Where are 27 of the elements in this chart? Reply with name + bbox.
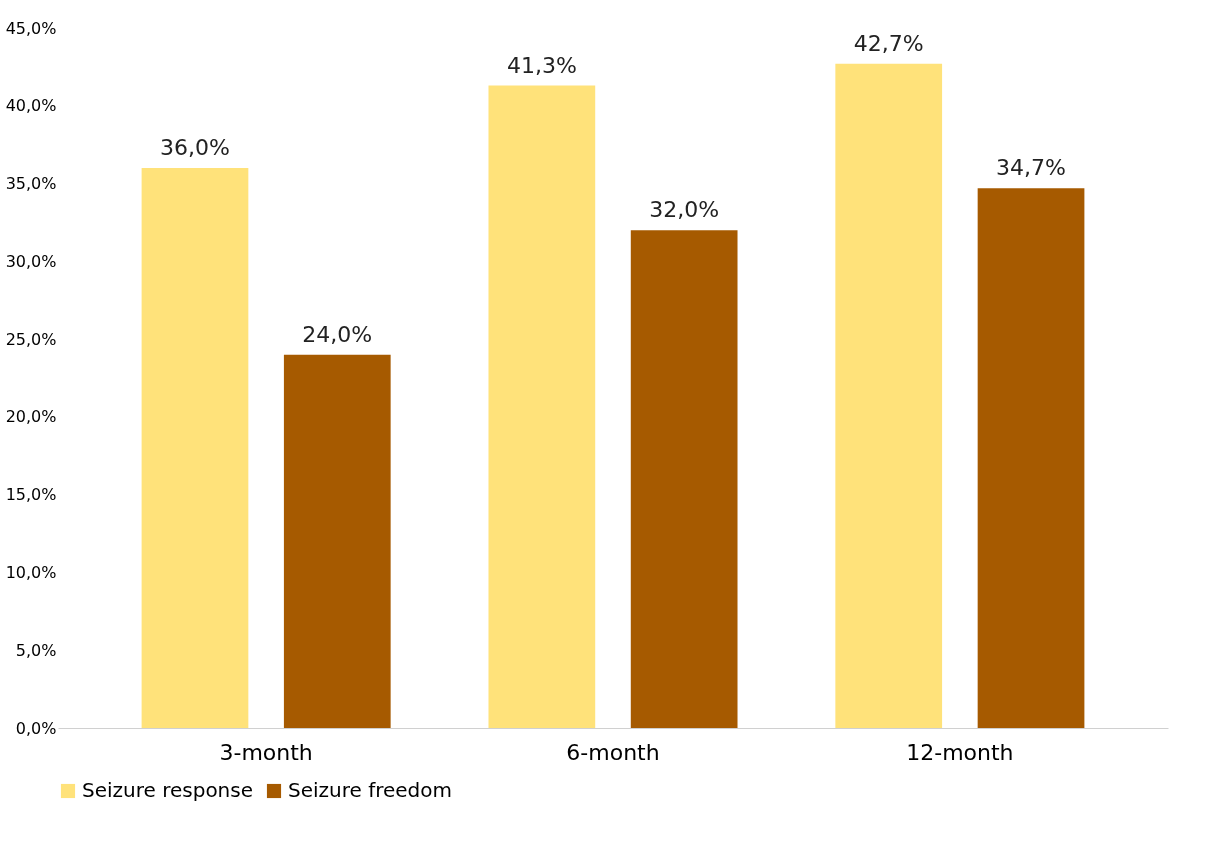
y-tick-label: 20,0% xyxy=(5,407,57,427)
bar xyxy=(835,63,943,728)
bar xyxy=(283,354,391,728)
y-tick-label: 0,0% xyxy=(15,718,57,738)
legend-label: Seizure response xyxy=(82,778,254,802)
y-tick-label: 25,0% xyxy=(5,329,57,349)
x-tick-label: 3-month xyxy=(219,739,313,765)
bar xyxy=(141,168,249,728)
bar xyxy=(630,230,738,728)
data-label: 36,0% xyxy=(160,135,230,160)
data-label: 34,7% xyxy=(996,155,1066,181)
data-label: 24,0% xyxy=(302,321,373,347)
x-tick-label: 6-month xyxy=(566,739,660,765)
data-label: 32,0% xyxy=(649,197,720,223)
legend-label: Seizure freedom xyxy=(288,778,453,802)
data-label: 42,7% xyxy=(853,30,924,56)
y-tick-label: 40,0% xyxy=(5,96,57,116)
y-tick-label: 15,0% xyxy=(5,485,57,505)
bar xyxy=(977,188,1085,728)
y-tick-label: 5,0% xyxy=(15,640,57,660)
y-tick-label: 35,0% xyxy=(5,174,57,194)
y-tick-label: 30,0% xyxy=(5,251,57,271)
bar xyxy=(488,85,596,728)
data-label: 41,3% xyxy=(506,52,577,78)
x-tick-label: 12-month xyxy=(906,739,1014,765)
y-tick-label: 45,0% xyxy=(5,18,57,38)
y-tick-label: 10,0% xyxy=(5,562,57,582)
